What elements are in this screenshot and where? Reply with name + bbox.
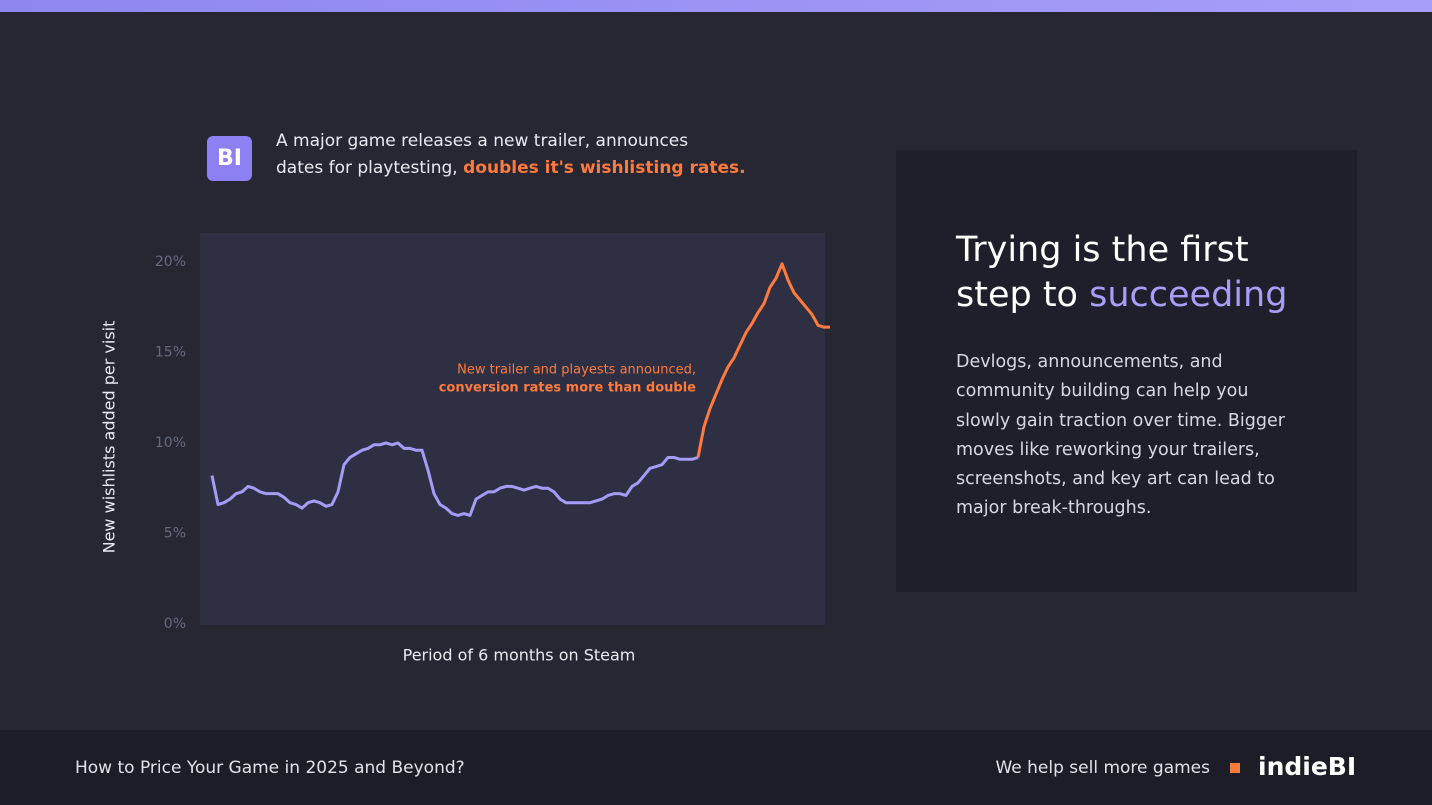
logo: BI (207, 136, 252, 181)
annotation: conversion rates more than double (439, 381, 696, 396)
y-tick-label: 5% (164, 525, 186, 541)
card-body-line: moves like reworking your trailers, (956, 439, 1260, 460)
y-tick-label: 10% (155, 435, 186, 451)
line-series (696, 262, 830, 458)
footer-square (1230, 763, 1240, 773)
y-axis-label: New wishlists added per visit (100, 321, 119, 554)
card-body-line: major break-throughs. (956, 498, 1152, 519)
line-series (210, 441, 699, 517)
card-body-line: screenshots, and key art can lead to (956, 469, 1275, 490)
card-body-line: community building can help you (956, 381, 1249, 402)
headline-highlight: doubles it's wishlisting rates. (463, 158, 746, 178)
card-title-line: Trying is the first (956, 230, 1249, 270)
card-title: Trying is the first step to succeeding (956, 228, 1317, 318)
card: Trying is the first step to succeeding D… (896, 150, 1357, 592)
footer-title: How to Price Your Game in 2025 and Beyon… (75, 758, 465, 778)
card-body: Devlogs, announcements, and community bui… (956, 348, 1317, 524)
annotation: New trailer and playests announced, (457, 363, 696, 378)
y-tick-label: 20% (155, 254, 186, 270)
x-axis-label: Period of 6 months on Steam (403, 646, 636, 665)
footer-brand: indieBI (1258, 752, 1357, 781)
y-tick-label: 0% (164, 616, 186, 632)
headline-line: dates for playtesting, doubles it's wish… (276, 155, 746, 182)
headline-text: dates for playtesting, (276, 158, 458, 178)
plot-area (200, 233, 825, 625)
footer-tagline: We help sell more games (995, 758, 1210, 778)
footer: How to Price Your Game in 2025 and Beyon… (0, 730, 1432, 805)
y-tick-label: 15% (155, 344, 186, 360)
headline: A major game releases a new trailer, ann… (276, 128, 746, 182)
top-bar (0, 0, 1432, 12)
card-title-highlight: succeeding (1089, 275, 1288, 315)
card-title-text: step to (956, 275, 1078, 315)
card-title-line: step to succeeding (956, 273, 1317, 318)
headline-line: A major game releases a new trailer, ann… (276, 131, 689, 151)
card-body-line: Devlogs, announcements, and (956, 352, 1223, 372)
card-body-line: slowly gain traction over time. Bigger (956, 410, 1285, 431)
